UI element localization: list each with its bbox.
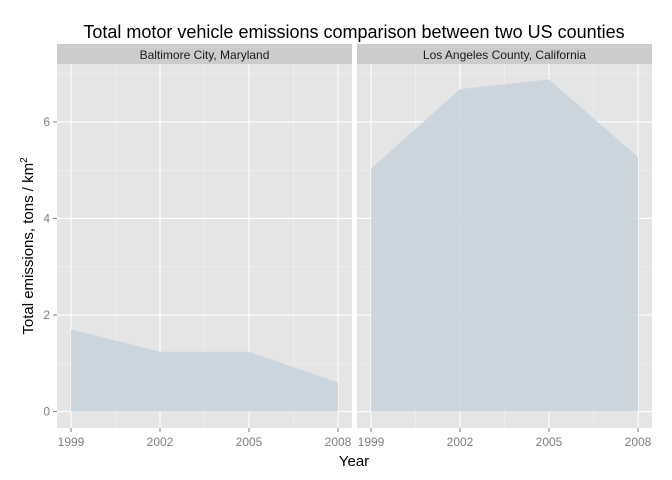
y-axis-title-text: Total emissions, tons / km <box>20 163 37 335</box>
x-tick-label: 2002 <box>447 435 474 449</box>
y-axis-title: Total emissions, tons / km2 <box>19 157 37 335</box>
x-tick-label: 2005 <box>536 435 563 449</box>
x-tick-label: 1999 <box>358 435 385 449</box>
facet-panel: Los Angeles County, California 1999 2002 20… <box>357 44 652 449</box>
x-axis-title: Year <box>339 453 369 470</box>
area-series <box>71 329 338 412</box>
facet-strip-label: Baltimore City, Maryland <box>140 48 270 62</box>
x-tick-label: 2005 <box>236 435 263 449</box>
x-tick-label: 1999 <box>58 435 85 449</box>
x-tick-label: 2002 <box>147 435 174 449</box>
y-tick-label: 4 <box>43 211 50 225</box>
area-series <box>371 79 638 412</box>
y-tick-label: 2 <box>43 308 50 322</box>
facet-strip <box>357 44 652 64</box>
chart-title: Total motor vehicle emissions comparison… <box>83 22 624 42</box>
y-axis-title-superscript: 2 <box>19 157 30 163</box>
x-tick-label: 2008 <box>625 435 652 449</box>
facet-strip <box>57 44 352 64</box>
x-tick-label: 2008 <box>325 435 352 449</box>
facet-panel: Baltimore City, Maryland 1999 2002 2005 2008… <box>43 44 352 449</box>
y-tick-label: 6 <box>43 115 50 129</box>
y-tick-label: 0 <box>43 405 50 419</box>
facet-strip-label: Los Angeles County, California <box>423 48 587 62</box>
